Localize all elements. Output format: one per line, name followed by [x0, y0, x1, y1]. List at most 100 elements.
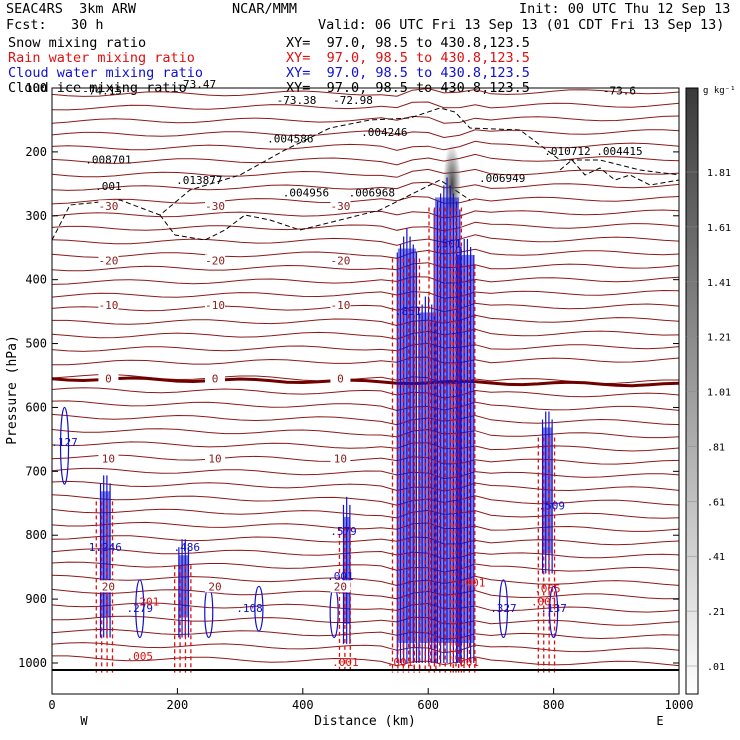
isotherm-label-bg [98, 372, 119, 385]
isotherm-line [52, 561, 679, 573]
cloud-water-contour [59, 406, 70, 485]
isotherm-line [52, 129, 679, 139]
isotherm-line [52, 221, 679, 232]
snow-max-label: .001 [95, 180, 122, 193]
y-axis-title: Pressure (hPa) [5, 335, 20, 445]
isotherm-line [52, 574, 679, 587]
colorbar-label: 1.81 [707, 168, 731, 179]
cloud-water-core [435, 197, 460, 643]
isotherm-label-bg [330, 580, 351, 593]
rain-water-max-label: .005 [127, 650, 154, 663]
isotherm-line [52, 535, 679, 546]
isotherm-line [52, 508, 679, 519]
snow-max-label: .004246 [361, 126, 407, 139]
snow-max-label: -72.98 [333, 94, 373, 107]
isotherm-label: -30 [330, 200, 350, 213]
cloud-water-max-label: .486 [174, 541, 201, 554]
isotherm-line [52, 548, 679, 560]
isotherm-label: 10 [102, 453, 115, 466]
isotherm-label: -20 [330, 255, 350, 268]
field-cloudwater-xy: XY= 97.0, 98.5 to 430.8,123.5 [286, 65, 530, 81]
isotherm-label: -30 [98, 200, 118, 213]
snow-max-label: .013877 [176, 174, 222, 187]
isotherm-label-bg [205, 580, 226, 593]
x-end-label-right: E [656, 714, 663, 728]
isotherm-line [52, 209, 679, 219]
field-rain-xy: XY= 97.0, 98.5 to 430.8,123.5 [286, 50, 530, 66]
y-tick-label: 300 [25, 209, 47, 223]
isotherm-label-bg [98, 580, 119, 593]
isotherm-line [52, 400, 679, 412]
isotherm-line [52, 615, 679, 626]
colorbar-label: .41 [707, 552, 725, 563]
x-tick-label: 400 [292, 698, 314, 712]
field-cloudwater-name: Cloud water mixing ratio [8, 65, 204, 81]
cloud-water-contour [498, 579, 509, 639]
x-tick-label: 1000 [665, 698, 694, 712]
cloud-water-max-label: .001 [327, 570, 354, 583]
x-tick-label: 200 [167, 698, 189, 712]
rain-water-max-label: .001 [332, 656, 359, 669]
isotherm-line [52, 115, 679, 124]
isotherm-line [52, 342, 679, 352]
field-snow-xy: XY= 97.0, 98.5 to 430.8,123.5 [286, 35, 530, 51]
isotherm-label-bg [205, 200, 226, 213]
isotherm-label-bg [330, 200, 351, 213]
init-label: Init: 00 UTC Thu 12 Sep 13 [519, 1, 731, 17]
snow-max-label: .008701 [85, 153, 131, 166]
isotherm-line [52, 521, 679, 532]
isotherm-label-bg [205, 372, 226, 385]
y-tick-label: 500 [25, 337, 47, 351]
cloud-water-max-label: .327 [490, 602, 517, 615]
colorbar-label: .81 [707, 442, 725, 453]
snow-max-label: -74.15 [82, 84, 122, 97]
snow-max-label: -73.6 [603, 84, 636, 97]
field-rain-name: Rain water mixing ratio [8, 50, 195, 66]
isotherm-line [52, 428, 679, 439]
org-label: NCAR/MMM [232, 1, 298, 17]
isotherm-line [52, 413, 679, 426]
cloud-water-max-label: .501 [435, 238, 462, 251]
isotherm-line [52, 602, 679, 613]
isotherm-label-bg [205, 452, 226, 465]
colorbar [685, 87, 699, 695]
isotherm-label: 0 [337, 373, 344, 386]
isotherm-label-bg [330, 372, 351, 385]
rain-water-max-label: .001 [453, 656, 480, 669]
y-tick-label: 800 [25, 528, 47, 542]
isotherm-line [52, 314, 679, 327]
isotherm-label-bg [205, 299, 226, 312]
snow-contour [559, 159, 679, 186]
y-tick-label: 600 [25, 400, 47, 414]
isotherm-line [52, 234, 679, 246]
isotherm-label: -10 [98, 299, 118, 312]
isotherm-line [52, 328, 679, 340]
isotherm-line [52, 289, 679, 299]
snow-max-label: .004415 [596, 145, 642, 158]
cloud-water-max-label: .851 [395, 305, 422, 318]
cloud-water-core [419, 312, 435, 643]
colorbar-label: .61 [707, 497, 725, 508]
isotherm-line [52, 655, 679, 667]
x-axis-title: Distance (km) [314, 714, 416, 729]
cloud-water-contour [329, 585, 339, 639]
colorbar-label: .01 [707, 662, 725, 673]
isotherm-label: 10 [334, 453, 347, 466]
colorbar-label: 1.41 [707, 278, 731, 289]
colorbar-label: 1.01 [707, 388, 731, 399]
isotherm-line [52, 454, 679, 465]
isotherm-line [52, 642, 679, 654]
isotherm-label-bg [330, 452, 351, 465]
x-tick-label: 600 [417, 698, 439, 712]
forecast-label: Fcst: 30 h [6, 17, 104, 33]
isotherm-line [52, 248, 679, 259]
rain-water-max-label: .001 [459, 576, 486, 589]
isotherm-line [52, 88, 679, 97]
y-tick-label: 100 [25, 81, 47, 95]
colorbar-label: 1.61 [707, 223, 731, 234]
cloud-water-max-label: .509 [538, 500, 565, 513]
isotherm-line [52, 480, 679, 492]
cloud-water-contour [254, 585, 264, 632]
isotherm-label: -30 [205, 200, 225, 213]
